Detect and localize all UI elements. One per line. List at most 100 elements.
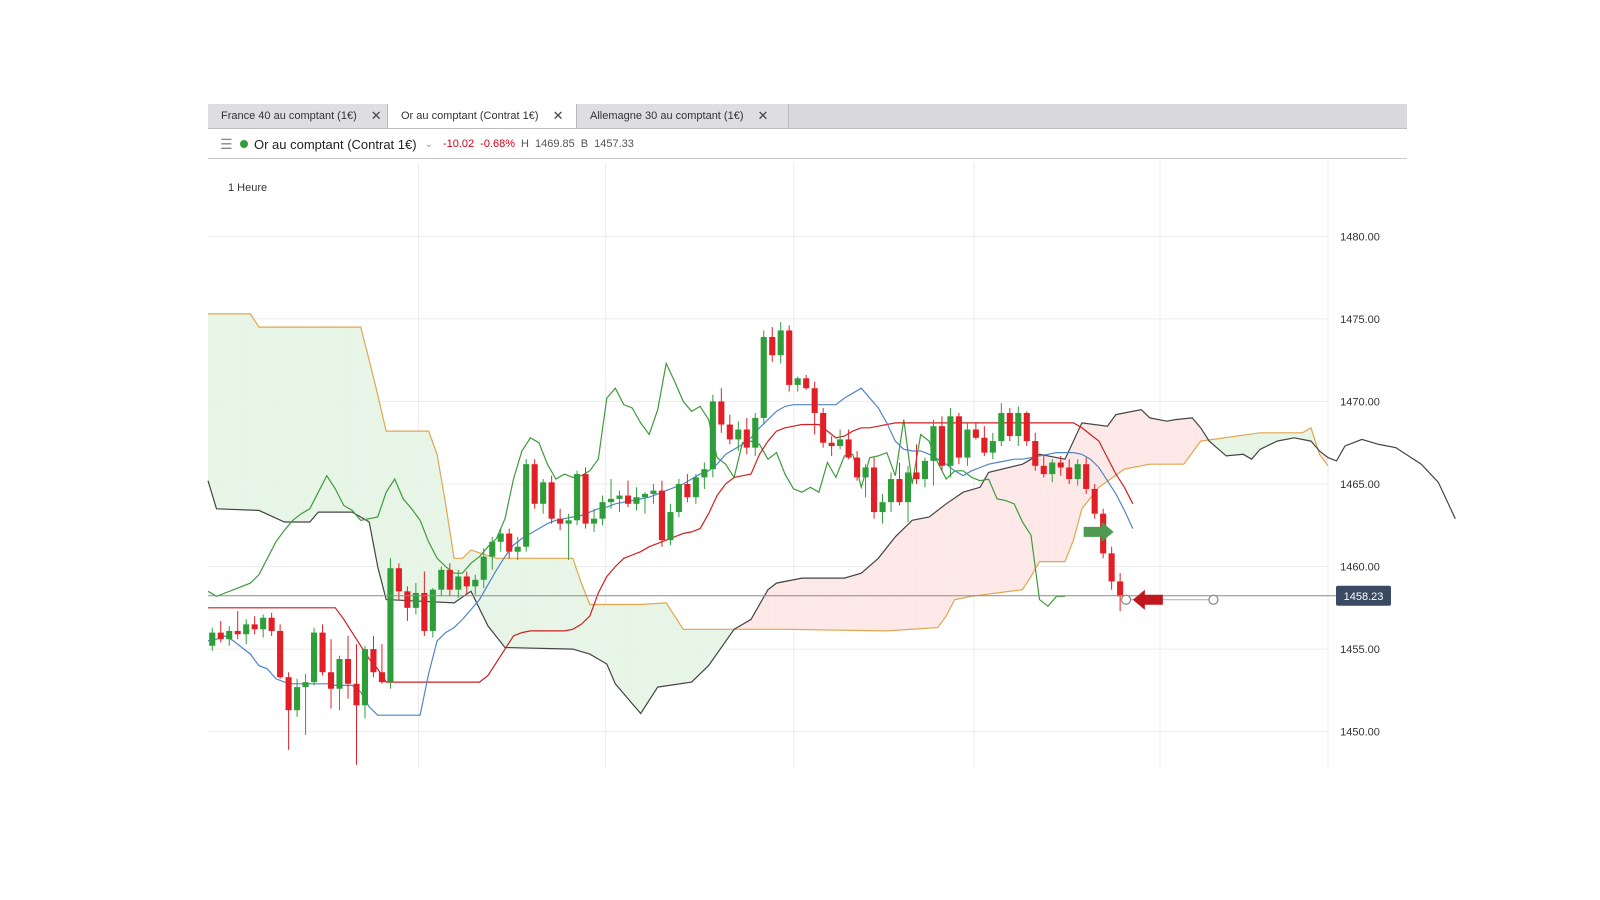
cloud-segment [258, 327, 264, 513]
candle-body [472, 579, 479, 587]
candle-body [438, 569, 445, 590]
candle-body [811, 388, 818, 413]
cloud-segment [331, 327, 336, 513]
candle-body [209, 632, 216, 646]
candle-body [921, 460, 929, 480]
cloud-segment [831, 578, 836, 631]
cloud-segment [823, 578, 828, 630]
cloud-segment [356, 327, 361, 518]
candle-body [989, 441, 996, 453]
cloud-segment [271, 327, 276, 519]
candle [336, 655, 343, 711]
candle-body [684, 483, 691, 498]
candle [650, 483, 657, 504]
cloud-segment [674, 616, 679, 685]
candle-body [998, 412, 1005, 442]
candle [446, 563, 453, 597]
candle [964, 422, 971, 466]
cloud-segment [971, 488, 976, 597]
tab-or-au-comptant[interactable]: Or au comptant (Contrat 1€) ✕ [388, 104, 577, 128]
cloud-segment [780, 581, 785, 630]
cloud-segment [1260, 432, 1265, 450]
cloud-segment [1251, 433, 1256, 460]
timeframe-label[interactable]: 1 Heure [228, 182, 268, 194]
y-tick-label: 1480.00 [1340, 231, 1380, 243]
candle [480, 548, 487, 589]
cloud-segment [488, 555, 493, 632]
candle-body [311, 632, 318, 683]
candle-body [540, 482, 547, 504]
cloud-segment [1098, 425, 1104, 488]
marker-circle-icon [1208, 594, 1219, 605]
cloud-segment [844, 576, 849, 631]
candle-body [726, 424, 733, 440]
cloud-segment [275, 327, 281, 521]
candle [497, 528, 504, 552]
cloud-segment [1196, 422, 1201, 447]
cloud-segment [1120, 412, 1125, 473]
cloud-segment [343, 327, 348, 513]
candle [913, 444, 920, 484]
chevron-down-icon[interactable]: ⌄ [424, 138, 433, 150]
candle-body [769, 337, 776, 356]
hamburger-icon[interactable]: ☰ [220, 136, 233, 152]
candle-body [489, 541, 496, 557]
candle [718, 388, 725, 433]
candle [1015, 406, 1022, 447]
cloud-segment [865, 565, 870, 631]
cloud-segment [1171, 419, 1176, 465]
close-icon[interactable]: ✕ [370, 108, 382, 123]
y-tick-label: 1465.00 [1340, 479, 1380, 491]
cloud-segment [526, 558, 531, 649]
cloud-segment [424, 431, 429, 602]
cloud-segment [975, 487, 981, 596]
candle-body [743, 429, 750, 448]
candle [633, 487, 640, 511]
candle [998, 403, 1005, 447]
cloud-segment [246, 313, 251, 511]
cloud-segment [691, 629, 696, 683]
cloud-segment [1124, 412, 1129, 470]
cloud-segment [594, 604, 599, 660]
candle [735, 421, 742, 451]
close-icon[interactable]: ✕ [757, 108, 769, 123]
candle [523, 459, 530, 552]
tab-france-40[interactable]: France 40 au comptant (1€) ✕ [208, 104, 388, 128]
cloud-segment [1158, 419, 1163, 465]
candle [616, 490, 623, 513]
cloud-segment [326, 327, 332, 513]
candle [1057, 455, 1064, 476]
candle [989, 432, 996, 460]
cloud-segment [661, 602, 667, 687]
cloud-segment [1166, 420, 1172, 465]
tab-allemagne-30[interactable]: Allemagne 30 au comptant (1€) ✕ [577, 104, 789, 128]
cloud-segment [640, 604, 645, 714]
candle-body [862, 467, 869, 478]
senkou-span-b-line [207, 409, 1456, 715]
close-icon[interactable]: ✕ [552, 108, 564, 123]
candle-body [1057, 462, 1064, 468]
cloud-segment [386, 431, 391, 600]
cloud-segment [835, 578, 841, 631]
cloud-segment [309, 327, 315, 522]
candle-body [845, 439, 852, 458]
cloud-segment [997, 469, 1002, 593]
cloud-segment [712, 629, 718, 660]
candle [463, 571, 470, 595]
cloud-segment [958, 492, 964, 599]
candle [277, 624, 284, 679]
cloud-segment [254, 320, 259, 511]
cloud-segment [1060, 458, 1065, 562]
cloud-segment [364, 343, 370, 522]
candle-body [760, 337, 767, 418]
candle-body [786, 330, 793, 385]
candle [472, 574, 479, 595]
candle [904, 465, 912, 522]
candle [489, 536, 496, 570]
candle-body [658, 490, 665, 541]
candle-body [904, 472, 912, 503]
cloud-segment [988, 471, 993, 595]
candle [574, 470, 581, 526]
instrument-name[interactable]: Or au comptant (Contrat 1€) [254, 136, 417, 152]
